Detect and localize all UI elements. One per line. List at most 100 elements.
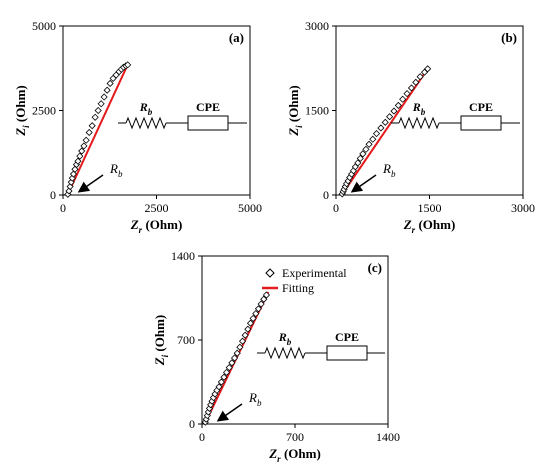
data-point [254,305,263,313]
data-point [372,130,381,138]
data-point [94,106,102,115]
data-point [416,73,424,81]
data-point [403,90,411,98]
panel-label: (b) [501,30,517,45]
x-tick-label: 1400 [376,430,400,444]
data-point [85,128,93,137]
data-point [80,142,88,150]
data-point [88,122,96,130]
data-point [82,136,90,144]
resistor-label: Rb [139,100,153,117]
data-point [233,349,241,357]
rb-arrow [77,174,104,193]
data-point [354,159,362,167]
cpe-box [326,345,368,361]
rb-arrow [350,174,377,193]
data-point [78,147,86,155]
y-tick-label: 1500 [305,104,329,118]
y-axis-label: Zi (Ohm) [286,85,304,137]
data-point [260,295,268,303]
rb-arrow [216,403,243,422]
data-point [215,383,223,391]
data-point [412,78,420,86]
cpe-box [187,115,229,131]
cpe-box [460,115,502,131]
data-point [252,310,260,318]
resistor-symbol [398,116,440,130]
data-point [262,291,271,299]
data-point [362,145,370,153]
data-point [390,107,398,115]
y-tick-label: 0 [323,188,329,202]
x-tick-label: 1500 [418,201,442,215]
rb-annotation: Rb [109,161,123,179]
chart-panel-a: 0 2500 5000 0 2500 5000 Zr (Ohm) Zi (Ohm) (a) Rb R… [13,19,262,235]
x-tick-label: 0 [199,430,205,444]
y-axis-label: Zi (Ohm) [13,85,31,137]
data-point [386,113,394,121]
x-tick-label: 0 [60,201,66,215]
y-tick-label: 0 [189,417,195,431]
data-point [106,79,114,88]
y-tick-label: 0 [50,188,56,202]
x-tick-label: 2500 [145,201,169,215]
x-tick-label: 0 [333,201,339,215]
data-point [356,154,364,162]
data-point [246,319,255,327]
data-point [223,368,231,376]
data-point [424,65,432,73]
data-point [399,95,407,103]
data-point [100,93,108,101]
resistor-symbol [264,346,306,360]
data-point [381,118,389,126]
data-point [241,331,249,339]
panel-label: (c) [368,260,382,275]
fitting-line [66,63,129,196]
data-point [91,113,99,121]
y-axis-label: Zi (Ohm) [152,315,170,367]
data-point [228,359,236,367]
data-point [217,378,225,386]
panel-label: (a) [229,30,244,45]
data-point [124,61,132,69]
rb-annotation: Rb [382,161,396,179]
x-tick-label: 5000 [238,201,262,215]
x-axis-label: Zr (Ohm) [130,217,183,235]
data-point [394,101,402,109]
x-axis-label: Zr (Ohm) [268,446,321,464]
data-point [74,157,82,165]
data-point [97,100,105,108]
resistor-label: Rb [412,100,426,117]
data-point [238,337,247,345]
data-point [244,325,252,333]
y-tick-label: 5000 [32,19,56,33]
y-tick-label: 3000 [305,19,329,33]
y-tick-label: 1400 [171,249,195,263]
y-tick-label: 700 [177,333,195,347]
data-point [257,300,265,308]
data-point [249,314,257,322]
data-point [407,84,415,92]
data-point [365,140,373,148]
data-point [103,86,111,94]
data-point [369,135,377,143]
cpe-label: CPE [196,100,220,114]
data-point [220,373,228,381]
legend-label-fitting: Fitting [282,281,314,295]
data-point [76,152,84,160]
data-point [359,150,367,158]
plot-frame [62,25,251,196]
resistor-label: Rb [278,330,292,347]
resistor-symbol [125,116,167,130]
legend-marker-experimental [265,268,275,278]
rb-annotation: Rb [248,390,262,408]
x-tick-label: 700 [286,430,304,444]
cpe-label: CPE [335,330,359,344]
data-point [230,354,239,362]
data-point [236,343,244,351]
chart-panel-c: 0 700 1400 0 700 1400 Zr (Ohm) Zi (Ohm) (c) Rb Rb C… [152,249,400,464]
y-tick-label: 2500 [32,104,56,118]
chart-panel-b: 0 1500 3000 0 1500 3000 Zr (Ohm) Zi (Ohm) (b) Rb R… [286,19,535,235]
data-point [377,124,385,132]
